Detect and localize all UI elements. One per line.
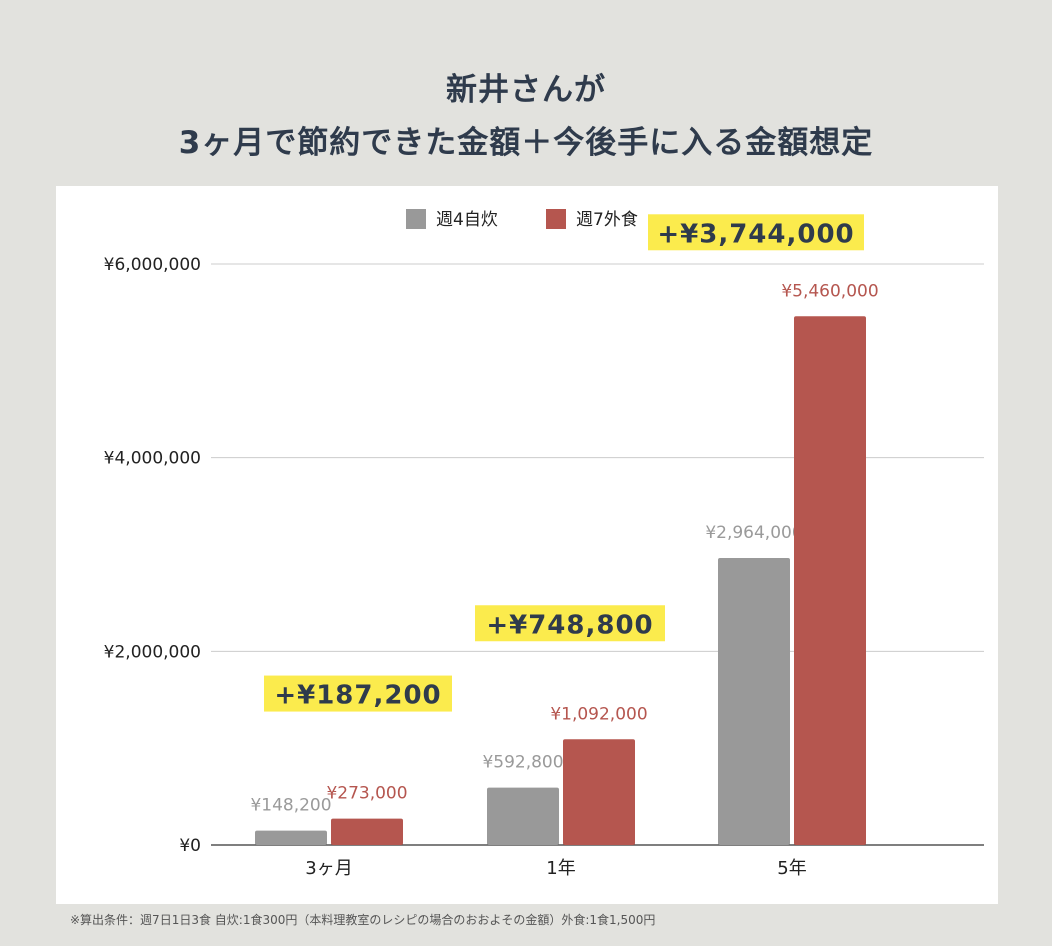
data-label: ¥148,200 — [250, 796, 331, 816]
chart-title-line-1: 新井さんが — [446, 72, 606, 108]
data-label: ¥2,964,000 — [705, 523, 802, 543]
data-label: ¥273,000 — [326, 784, 407, 804]
y-tick-label: ¥4,000,000 — [104, 449, 201, 469]
bar — [331, 818, 403, 845]
bar — [794, 316, 866, 845]
difference-label: +¥748,800 — [486, 610, 653, 640]
legend-label: 週7外食 — [576, 210, 638, 230]
bar — [563, 739, 635, 845]
data-label: ¥592,800 — [482, 753, 563, 773]
x-tick-label: 5年 — [777, 858, 806, 879]
y-tick-label: ¥2,000,000 — [104, 642, 201, 662]
legend-swatch — [406, 209, 426, 229]
difference-highlight — [648, 214, 864, 251]
bar-chart: ¥0 ¥2,000,000 ¥4,000,000 ¥6,000,000 週4自炊 週7外食… — [104, 209, 984, 879]
y-tick-label: ¥6,000,000 — [104, 255, 201, 275]
difference-label: +¥187,200 — [274, 681, 441, 711]
footnote: ※算出条件：週7日1日3食 自炊:1食300円（本料理教室のレシピの場合のおおよ… — [70, 913, 656, 927]
difference-label: +¥3,744,000 — [657, 219, 854, 249]
bar — [255, 830, 327, 845]
difference-highlight — [475, 605, 665, 642]
legend-swatch — [546, 209, 566, 229]
legend-label: 週4自炊 — [436, 210, 498, 230]
x-tick-label: 1年 — [546, 858, 575, 879]
data-label: ¥1,092,000 — [550, 704, 647, 724]
bar — [487, 787, 559, 845]
chart-card: ¥0 ¥2,000,000 ¥4,000,000 ¥6,000,000 週4自炊 週7外食… — [56, 186, 998, 904]
data-label: ¥5,460,000 — [781, 281, 878, 301]
bar — [718, 557, 790, 845]
difference-highlight — [264, 675, 452, 712]
y-tick-label: ¥0 — [179, 836, 201, 856]
chart-title-line-2: 3ヶ月で節約できた金額＋今後手に入る金額想定 — [178, 125, 874, 161]
x-tick-label: 3ヶ月 — [305, 858, 352, 879]
